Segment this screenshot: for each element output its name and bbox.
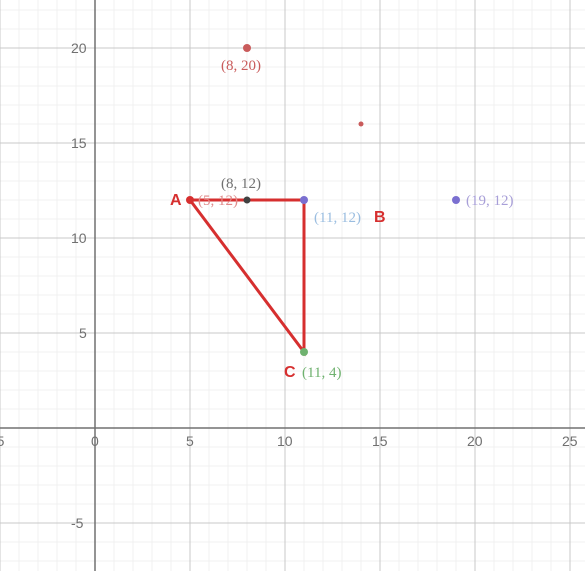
x-tick-label: -5: [0, 433, 5, 449]
x-tick-label: 20: [467, 433, 483, 449]
data-point: [359, 122, 364, 127]
data-point: [186, 196, 194, 204]
y-tick-label: 5: [79, 325, 87, 341]
x-tick-label: 10: [277, 433, 293, 449]
coord-label: (19, 12): [466, 193, 514, 209]
vertex-coord-A: (5, 12): [198, 193, 238, 209]
y-tick-label: 20: [71, 40, 87, 56]
x-tick-label: 5: [186, 433, 194, 449]
vertex-label-A: A: [170, 192, 182, 209]
vertex-coord-B: (11, 12): [314, 210, 361, 226]
vertex-label-B: B: [374, 209, 386, 226]
x-tick-label: 25: [562, 433, 578, 449]
coord-label: (8, 20): [221, 58, 261, 74]
data-point: [300, 196, 308, 204]
data-point: [300, 348, 308, 356]
coord-label: (8, 12): [221, 176, 261, 192]
coordinate-chart: -5 0 5 10 15 20 25 -5 5 10 15 20 (8, 12) (8, 20) (19, …: [0, 0, 585, 571]
data-point: [243, 44, 251, 52]
data-point: [452, 196, 460, 204]
vertex-coord-C: (11, 4): [302, 365, 341, 381]
chart-svg: -5 0 5 10 15 20 25 -5 5 10 15 20 (8, 12) (8, 20) (19, …: [0, 0, 585, 571]
y-tick-label: 10: [71, 230, 87, 246]
x-tick-label: 15: [372, 433, 388, 449]
x-tick-label: 0: [91, 433, 99, 449]
y-tick-label: -5: [71, 515, 84, 531]
y-tick-label: 15: [71, 135, 87, 151]
data-point: [244, 197, 251, 204]
vertex-label-C: C: [284, 364, 296, 381]
